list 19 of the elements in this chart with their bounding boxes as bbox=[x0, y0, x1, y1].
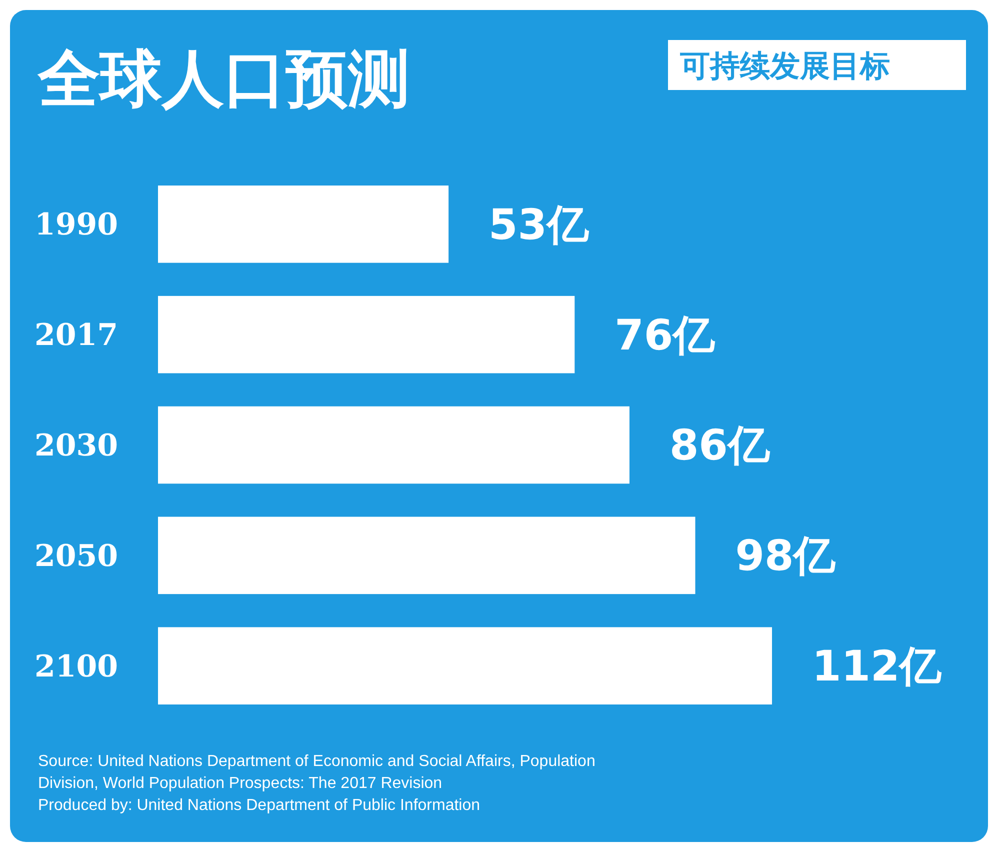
bar bbox=[158, 186, 449, 263]
bar bbox=[158, 406, 630, 484]
bar bbox=[158, 296, 575, 374]
bar bbox=[158, 627, 772, 704]
data-label: 86亿 bbox=[669, 420, 771, 470]
data-label: 53亿 bbox=[488, 200, 590, 249]
data-label: 112亿 bbox=[812, 642, 943, 691]
text: 可持续发展目标 bbox=[679, 49, 890, 84]
text: Produced by: United Nations Department of Public Information bbox=[38, 797, 480, 814]
y-tick-label: 2017 bbox=[34, 318, 118, 354]
bar bbox=[158, 516, 696, 594]
y-tick-label: 2100 bbox=[34, 649, 118, 684]
y-tick-label: 2030 bbox=[34, 428, 118, 464]
y-tick-label: 1990 bbox=[34, 208, 118, 243]
y-tick-label: 2050 bbox=[34, 538, 118, 574]
data-label: 76亿 bbox=[614, 310, 716, 360]
chart-title: 全球人口预测 bbox=[37, 42, 410, 115]
data-label: 98亿 bbox=[735, 531, 837, 580]
source-note: Source: United Nations Department of Economic and Social Affairs, Population Division, World Population Prospects: The 2017 Revision bbox=[38, 753, 596, 792]
